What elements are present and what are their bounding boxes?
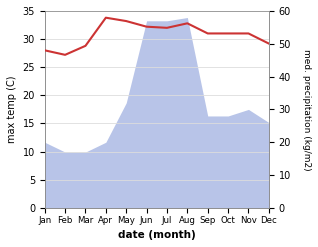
X-axis label: date (month): date (month)	[118, 230, 196, 240]
Y-axis label: med. precipitation (kg/m2): med. precipitation (kg/m2)	[302, 49, 311, 170]
Y-axis label: max temp (C): max temp (C)	[7, 76, 17, 143]
